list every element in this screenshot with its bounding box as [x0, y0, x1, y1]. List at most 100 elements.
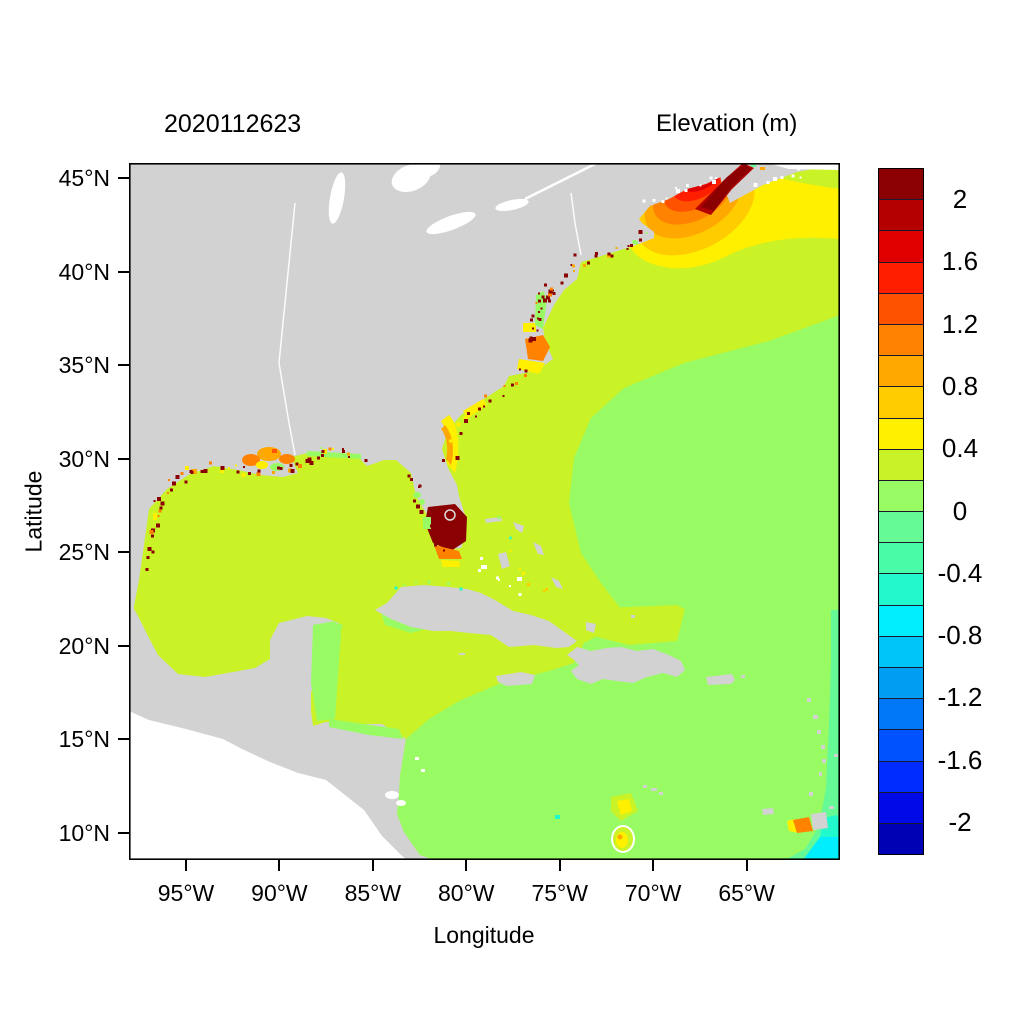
- wet-dry-speckle: [305, 459, 310, 464]
- wet-dry-speckle: [157, 514, 160, 517]
- colorbar-cell: [879, 418, 923, 450]
- wet-dry-speckle: [645, 232, 648, 235]
- wet-dry-speckle: [153, 500, 156, 503]
- wet-dry-speckle: [419, 510, 424, 515]
- wet-dry-speckle: [642, 199, 646, 203]
- mississippi-sound-water: [307, 451, 361, 459]
- wet-dry-speckle: [635, 241, 639, 245]
- colorbar-tick-label: -1.6: [937, 744, 983, 775]
- wet-dry-speckle: [332, 447, 335, 450]
- wet-dry-speckle: [448, 439, 452, 443]
- wet-dry-speckle: [158, 509, 162, 513]
- wet-dry-speckle: [184, 480, 188, 484]
- wet-dry-speckle: [528, 338, 533, 343]
- wet-dry-speckle: [510, 383, 514, 387]
- wet-dry-speckle: [279, 466, 283, 470]
- colorbar-cell: [879, 480, 923, 513]
- wet-dry-speckle: [149, 530, 154, 534]
- gulf-of-st-lawrence-nodata: [767, 163, 840, 170]
- wet-dry-speckle: [519, 568, 522, 570]
- wet-dry-speckle: [175, 475, 180, 480]
- colorbar-cell: [879, 543, 923, 575]
- st-lawrence-river: [524, 163, 598, 201]
- wet-dry-speckle: [791, 174, 795, 178]
- wet-dry-speckle: [753, 182, 758, 187]
- wet-dry-speckle: [436, 531, 439, 534]
- long-island-bahamas: [551, 577, 563, 589]
- wet-dry-speckle: [478, 407, 482, 411]
- wet-dry-speckle: [541, 295, 545, 299]
- colombia-lagoon-2: [396, 800, 406, 806]
- wet-dry-speckle: [773, 177, 778, 181]
- cuba-land: [375, 585, 577, 648]
- x-tick-label: 95°W: [157, 880, 215, 906]
- wet-dry-speckle: [157, 497, 162, 501]
- y-tick-label: 45°N: [58, 164, 110, 191]
- wet-dry-speckle: [442, 459, 446, 462]
- wet-dry-speckle: [548, 292, 553, 297]
- x-tick-label: 85°W: [344, 880, 402, 906]
- wet-dry-speckle: [538, 311, 541, 314]
- x-tick-label: 65°W: [718, 880, 775, 906]
- wet-dry-speckle: [364, 458, 368, 462]
- wet-dry-speckle: [209, 461, 213, 465]
- wet-dry-speckle: [544, 587, 548, 591]
- ocean-band-00-02: [397, 315, 840, 860]
- wet-dry-speckle: [508, 536, 512, 540]
- colorbar-tick-label: 1.6: [941, 246, 979, 277]
- map-plot-area: [129, 163, 840, 860]
- wet-dry-speckle: [544, 283, 548, 287]
- trinidad: [811, 812, 828, 830]
- jamaica-land: [496, 672, 535, 686]
- wet-dry-speckle: [321, 454, 325, 458]
- wet-dry-speckle: [146, 556, 150, 560]
- antigua: [807, 698, 811, 702]
- colorbar-cell: [879, 823, 923, 855]
- colorbar-tick-label: 0.8: [941, 370, 979, 401]
- wet-dry-speckle: [483, 394, 487, 398]
- wet-dry-speckle: [277, 466, 280, 470]
- wet-dry-speckle: [538, 299, 542, 303]
- colorbar-cell: [879, 356, 923, 388]
- wet-dry-speckle: [587, 261, 591, 265]
- colorbar-cell: [879, 761, 923, 793]
- y-tick-mark: [118, 738, 129, 741]
- x-tick-mark: [745, 860, 748, 871]
- yucatan-coast-strip: [323, 623, 343, 663]
- wet-dry-speckle: [538, 292, 541, 295]
- y-tick-mark: [118, 270, 129, 273]
- wet-dry-speckle: [799, 176, 802, 179]
- wet-dry-speckle: [661, 199, 665, 203]
- wet-dry-speckle: [394, 586, 398, 590]
- wet-dry-speckle: [248, 472, 252, 475]
- wet-dry-speckle: [626, 248, 629, 251]
- y-tick-mark: [118, 457, 129, 460]
- hispaniola-land: [567, 647, 685, 684]
- wet-dry-speckle: [234, 464, 237, 467]
- turks: [631, 615, 635, 618]
- st-vincent: [819, 772, 822, 776]
- wet-dry-speckle: [309, 461, 314, 466]
- wet-dry-speckle: [220, 468, 225, 473]
- wet-dry-speckle: [509, 550, 512, 553]
- wet-dry-speckle: [480, 557, 484, 560]
- wet-dry-speckle: [463, 416, 468, 421]
- hudson-river: [570, 192, 582, 256]
- colorbar-cell: [879, 262, 923, 294]
- wet-dry-speckle: [610, 254, 614, 258]
- wet-dry-speckle: [809, 166, 813, 170]
- y-tick-label: 15°N: [58, 726, 110, 753]
- wet-dry-speckle: [607, 252, 611, 256]
- y-tick-mark: [118, 176, 129, 179]
- colorbar-cell: [879, 169, 923, 201]
- wet-dry-speckle: [147, 547, 152, 551]
- wet-dry-speckle: [685, 184, 689, 187]
- y-tick-mark: [118, 831, 129, 834]
- colorbar-tick-label: -0.8: [937, 620, 983, 651]
- wet-dry-speckle: [168, 479, 171, 482]
- wet-dry-speckle: [488, 399, 492, 403]
- wet-dry-speckle: [200, 470, 204, 473]
- st-lucia: [822, 759, 826, 763]
- colombia-lagoon: [385, 791, 399, 799]
- islands: [375, 517, 838, 830]
